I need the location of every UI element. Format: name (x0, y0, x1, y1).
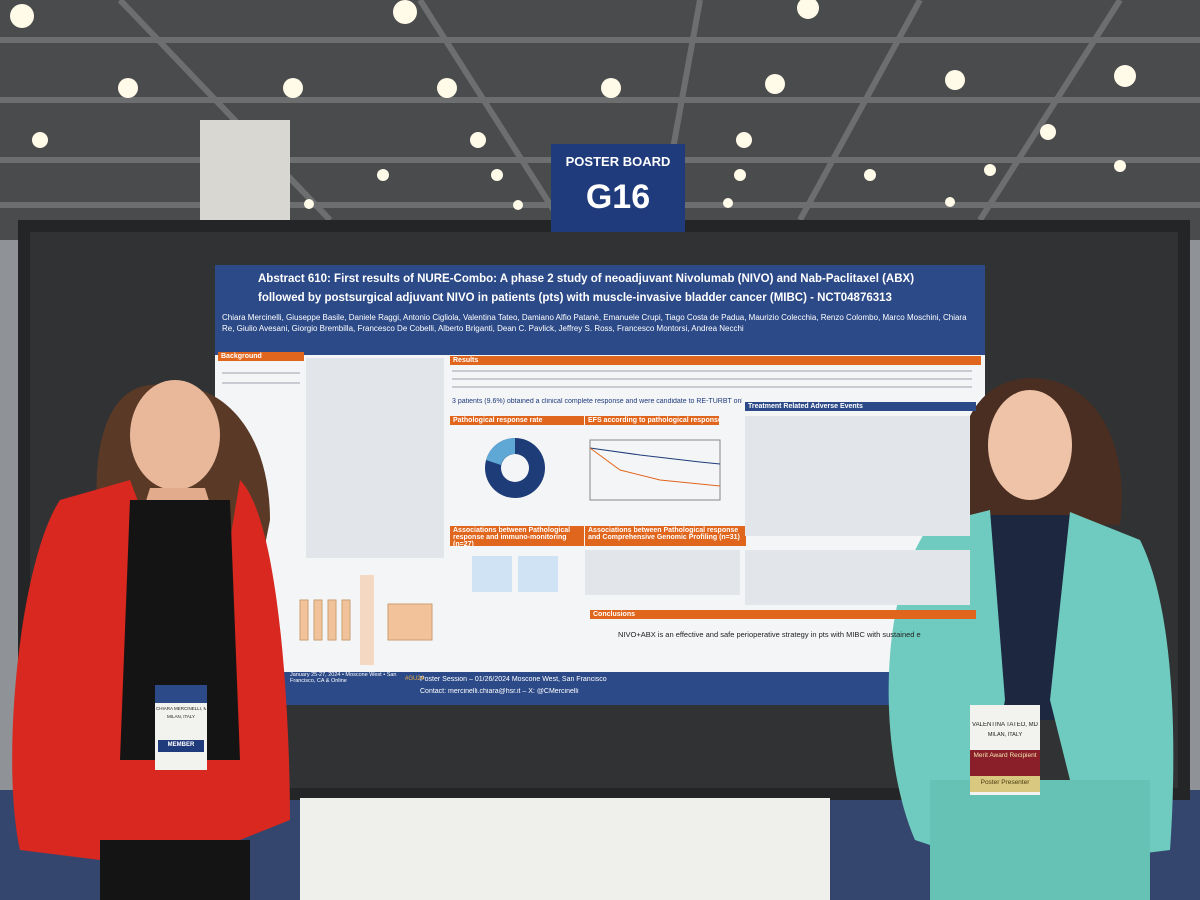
genomic-table (585, 550, 740, 595)
badge-city: MILAN, ITALY (987, 732, 1023, 738)
poster-highlight: 3 patients (9.6%) obtained a clinical co… (452, 398, 742, 405)
sign-label: POSTER BOARD (565, 154, 671, 169)
text-block (452, 386, 972, 388)
badge-name: CHIARA MERCINELLI, MD (156, 706, 206, 711)
poster-title: followed by postsurgical adjuvant NIVO i… (258, 292, 892, 304)
poster-footer-text: Contact: mercinelli.chiara@hsr.it – X: @… (420, 688, 579, 695)
face (130, 380, 220, 490)
section-header: Pathological response rate (450, 416, 584, 425)
text-block (222, 372, 300, 374)
section-header: Associations between Pathological respon… (450, 526, 584, 546)
section-header: Results (450, 356, 981, 365)
face (988, 390, 1072, 500)
adverse-events-table (745, 416, 970, 536)
badge-ribbon (970, 776, 1040, 792)
demographics-table (306, 358, 444, 558)
badge-ribbon (158, 740, 204, 752)
badge-role: Poster Presenter (980, 779, 1030, 786)
section-header: EFS according to pathological response (585, 416, 719, 425)
multivariable-table (745, 550, 970, 605)
text-block (222, 382, 300, 384)
poster-footer-text: January 25-27, 2024 • Moscone West • San… (290, 672, 397, 684)
poster-authors: Chiara Mercinelli, Giuseppe Basile, Dani… (222, 313, 967, 333)
section-header: Background (218, 352, 304, 361)
badge-name: VALENTINA TATEO, MD (972, 722, 1038, 728)
donut-hole (501, 454, 529, 482)
text-block (452, 370, 972, 372)
surgery-bar (360, 575, 374, 665)
badge-city: MILAN, ITALY (166, 714, 196, 719)
poster-footer-text: #GU24 (405, 676, 425, 682)
poster-footer (215, 672, 985, 705)
poster-header (215, 265, 985, 355)
flow-diagram (299, 599, 433, 641)
efs-curve (589, 447, 721, 465)
badge-ribbon (970, 750, 1040, 776)
flow-plot (472, 556, 512, 592)
donut-slice (486, 437, 515, 465)
teal-trousers (930, 780, 1150, 900)
ceiling-lights (10, 0, 1136, 210)
pillar (200, 120, 290, 230)
efs-plot (589, 439, 721, 501)
section-header: Associations between Pathological respon… (585, 526, 746, 546)
section-header: Conclusions (590, 610, 976, 619)
table (300, 798, 830, 900)
text-block (452, 378, 972, 380)
black-top (120, 500, 240, 760)
badge-award: Merit Award Recipient (973, 752, 1037, 759)
flow-plot (518, 556, 558, 592)
efs-curve (589, 447, 721, 487)
badge-role: MEMBER (167, 742, 195, 748)
sign-number: G16 (585, 178, 651, 216)
poster-conclusion: NIVO+ABX is an effective and safe periop… (618, 630, 921, 639)
section-header: Treatment Related Adverse Events (745, 402, 976, 411)
teal-jacket (1050, 512, 1174, 860)
poster-board-sign (551, 144, 685, 232)
badge-band (155, 685, 207, 703)
trousers (100, 840, 250, 900)
poster-footer-text: Poster Session – 01/26/2024 Moscone West… (420, 676, 607, 683)
poster-title: Abstract 610: First results of NURE-Comb… (258, 273, 915, 285)
